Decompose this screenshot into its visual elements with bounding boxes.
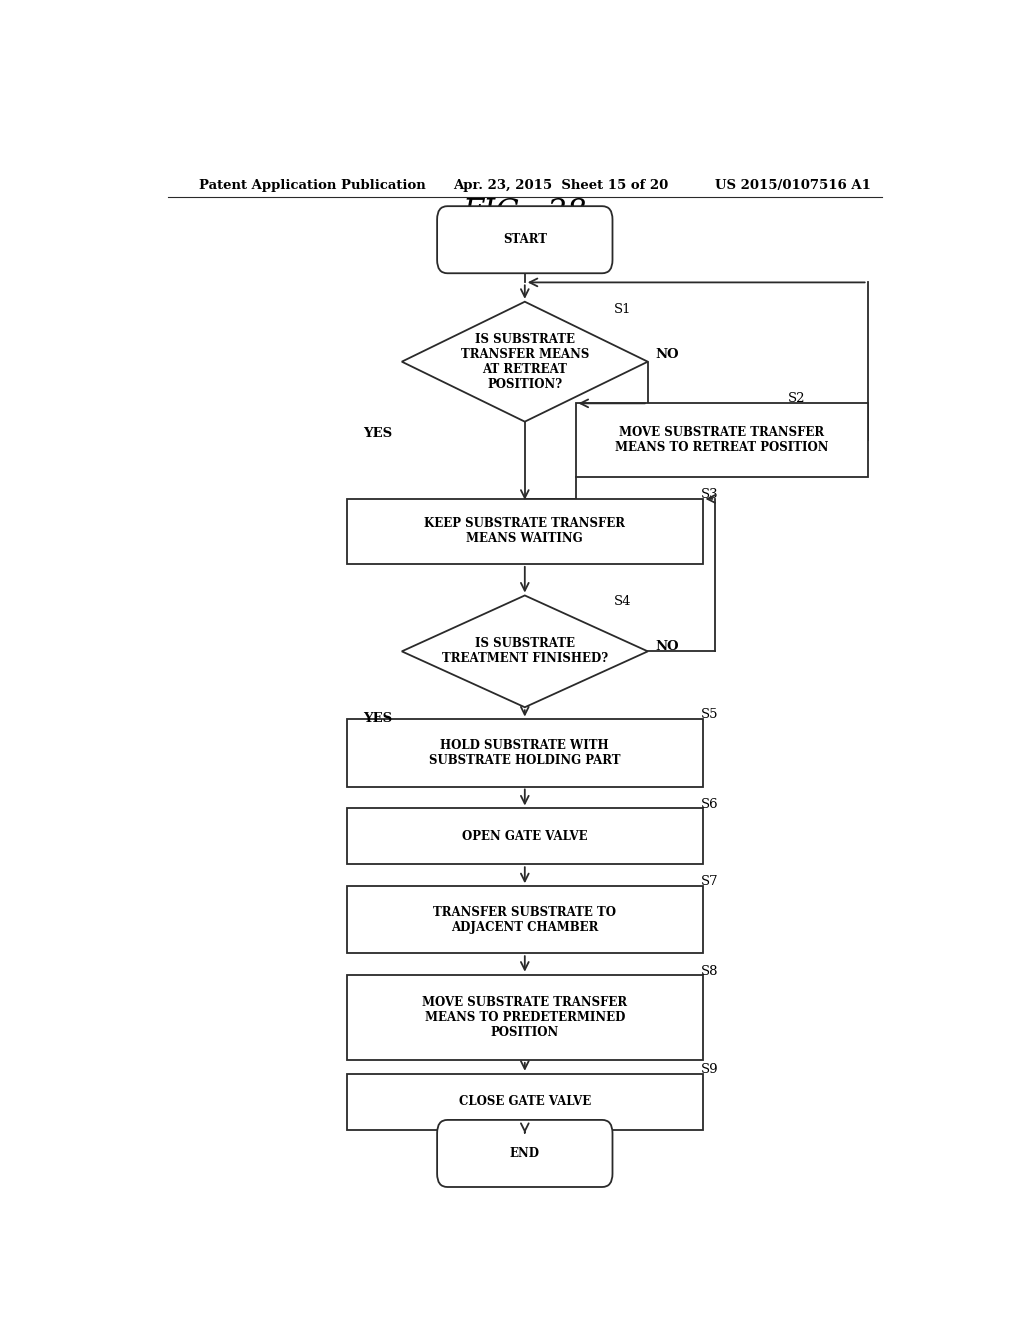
Bar [347, 974, 702, 1060]
Text: S5: S5 [701, 709, 719, 722]
Text: FIG.  28: FIG. 28 [463, 197, 587, 228]
Text: S6: S6 [701, 797, 719, 810]
Text: IS SUBSTRATE
TRANSFER MEANS
AT RETREAT
POSITION?: IS SUBSTRATE TRANSFER MEANS AT RETREAT P… [461, 333, 589, 391]
Text: YES: YES [364, 713, 392, 725]
Bar [347, 1073, 702, 1130]
Text: YES: YES [364, 426, 392, 440]
Text: S1: S1 [613, 304, 631, 315]
Bar [347, 886, 702, 953]
Bar [347, 499, 702, 564]
Text: HOLD SUBSTRATE WITH
SUBSTRATE HOLDING PART: HOLD SUBSTRATE WITH SUBSTRATE HOLDING PA… [429, 739, 621, 767]
Text: KEEP SUBSTRATE TRANSFER
MEANS WAITING: KEEP SUBSTRATE TRANSFER MEANS WAITING [424, 517, 626, 545]
Text: Patent Application Publication: Patent Application Publication [200, 180, 426, 193]
Bar [575, 404, 867, 477]
Text: S8: S8 [701, 965, 719, 978]
Text: MOVE SUBSTRATE TRANSFER
MEANS TO PREDETERMINED
POSITION: MOVE SUBSTRATE TRANSFER MEANS TO PREDETE… [422, 995, 628, 1039]
Text: S2: S2 [788, 392, 806, 405]
Text: TRANSFER SUBSTRATE TO
ADJACENT CHAMBER: TRANSFER SUBSTRATE TO ADJACENT CHAMBER [433, 906, 616, 933]
Text: S9: S9 [701, 1063, 719, 1076]
Text: NO: NO [655, 348, 679, 362]
Text: S3: S3 [701, 488, 719, 500]
FancyBboxPatch shape [437, 206, 612, 273]
Text: NO: NO [655, 640, 679, 653]
Polygon shape [401, 302, 648, 421]
Text: US 2015/0107516 A1: US 2015/0107516 A1 [715, 180, 871, 193]
Text: END: END [510, 1147, 540, 1160]
Text: OPEN GATE VALVE: OPEN GATE VALVE [462, 830, 588, 843]
Text: START: START [503, 234, 547, 247]
Text: S7: S7 [701, 875, 719, 888]
Bar [347, 719, 702, 787]
FancyBboxPatch shape [437, 1119, 612, 1187]
Bar [347, 808, 702, 865]
Text: S4: S4 [613, 594, 631, 607]
Text: CLOSE GATE VALVE: CLOSE GATE VALVE [459, 1096, 591, 1107]
Polygon shape [401, 595, 648, 708]
Text: MOVE SUBSTRATE TRANSFER
MEANS TO RETREAT POSITION: MOVE SUBSTRATE TRANSFER MEANS TO RETREAT… [614, 426, 828, 454]
Text: Apr. 23, 2015  Sheet 15 of 20: Apr. 23, 2015 Sheet 15 of 20 [454, 180, 669, 193]
Text: IS SUBSTRATE
TREATMENT FINISHED?: IS SUBSTRATE TREATMENT FINISHED? [441, 638, 608, 665]
